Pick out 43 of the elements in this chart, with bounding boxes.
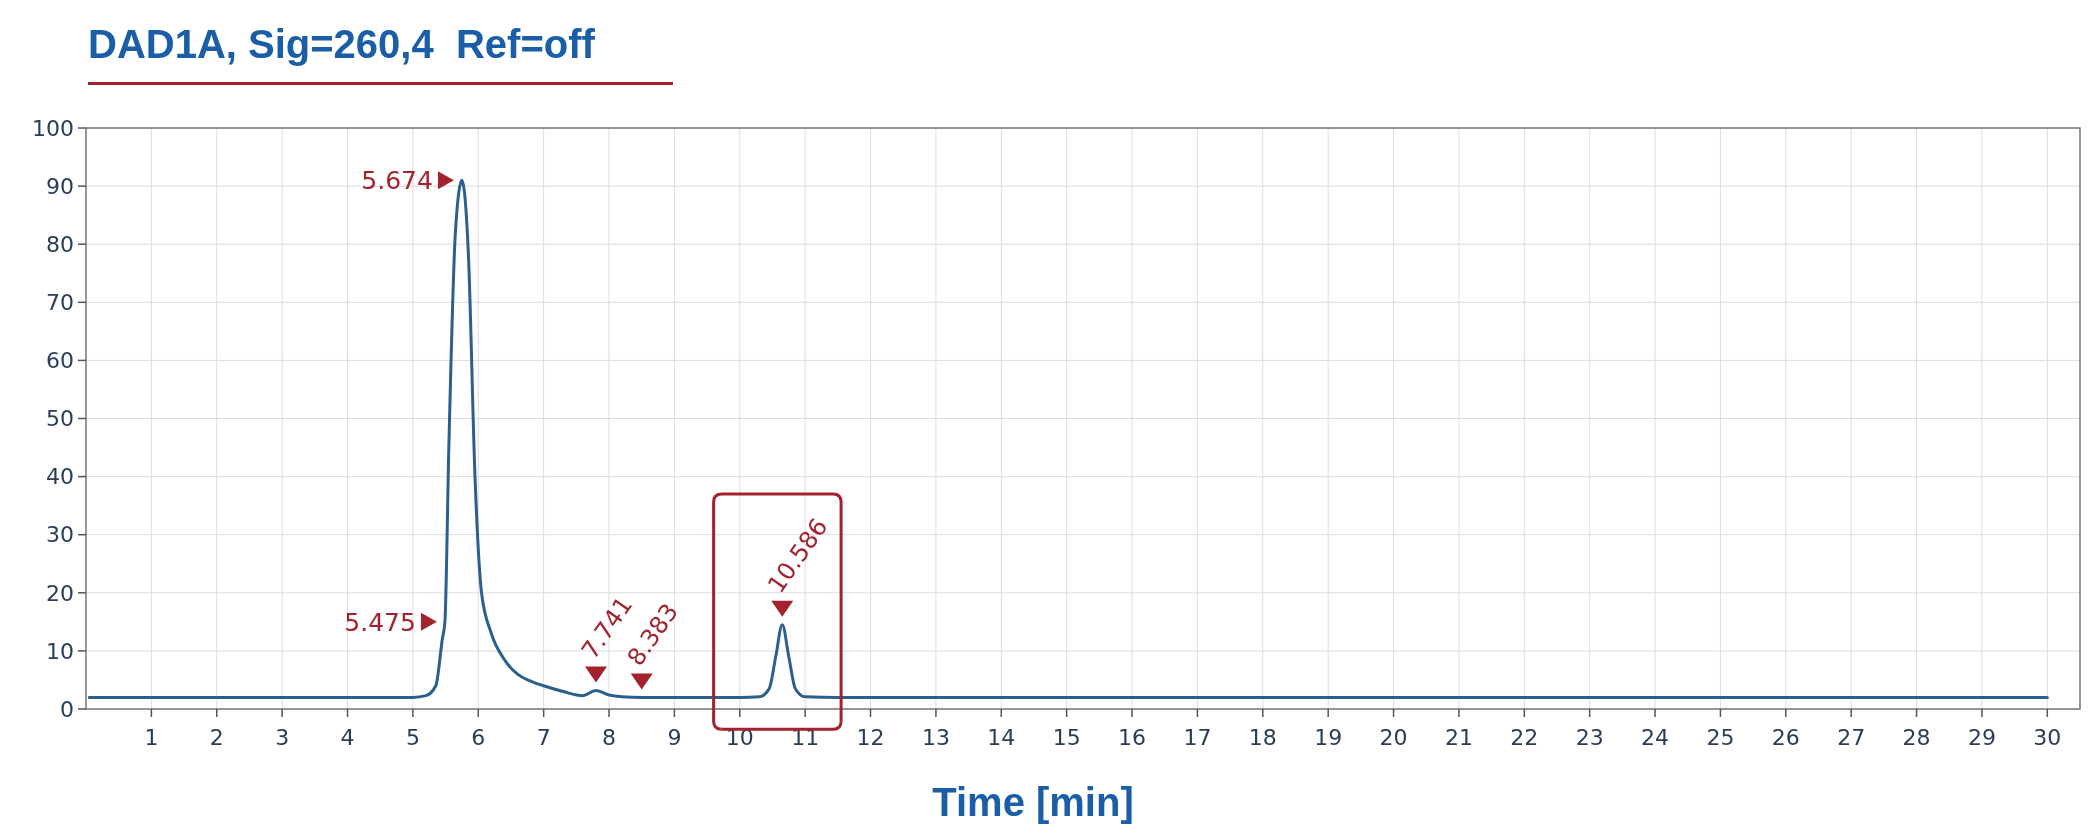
y-tick-label: 100	[32, 115, 74, 141]
x-tick-label: 30	[2033, 725, 2062, 750]
x-tick-label: 22	[1510, 725, 1539, 750]
x-tick-label: 4	[340, 725, 355, 750]
x-tick-label: 6	[471, 725, 486, 750]
x-tick-label: 18	[1248, 725, 1277, 750]
x-tick-label: 12	[856, 725, 885, 750]
y-tick-label: 40	[46, 464, 74, 490]
x-axis-title: Time [min]	[932, 780, 1134, 824]
annotation: 5.475	[344, 607, 416, 637]
x-tick-label: 25	[1706, 725, 1735, 750]
x-tick-label: 13	[921, 725, 950, 750]
x-tick-label: 1	[144, 725, 159, 750]
y-tick-label: 10	[46, 638, 74, 664]
y-tick-label: 90	[46, 173, 74, 199]
x-tick-label: 16	[1118, 725, 1147, 750]
x-tick-label: 23	[1575, 725, 1604, 750]
y-tick-label: 30	[46, 522, 74, 548]
x-tick-label: 5	[405, 725, 420, 750]
y-tick-label: 50	[46, 406, 74, 432]
x-tick-label: 21	[1444, 725, 1473, 750]
x-tick-label: 7	[536, 725, 551, 750]
y-tick-label: 60	[46, 348, 74, 374]
y-tick-label: 70	[46, 290, 74, 315]
annotation: 5.674	[361, 166, 433, 196]
x-tick-label: 28	[1902, 725, 1931, 750]
x-tick-label: 29	[1967, 725, 1996, 750]
x-tick-label: 24	[1641, 725, 1670, 750]
y-tick-label: 80	[46, 231, 74, 257]
y-tick-label: 0	[60, 696, 74, 722]
x-tick-label: 26	[1771, 725, 1800, 750]
x-tick-label: 3	[275, 725, 290, 750]
y-tick-label: 20	[46, 580, 74, 606]
x-tick-label: 19	[1314, 725, 1343, 750]
x-tick-label: 8	[602, 725, 617, 750]
x-tick-label: 27	[1837, 725, 1866, 750]
x-tick-label: 20	[1379, 725, 1408, 750]
x-tick-label: 9	[667, 725, 682, 750]
x-tick-label: 14	[987, 725, 1016, 750]
x-tick-label: 2	[209, 725, 224, 750]
x-tick-label: 17	[1183, 725, 1212, 750]
x-tick-label: 15	[1052, 725, 1081, 750]
chart-title: DAD1A, Sig=260,4 Ref=off	[88, 22, 596, 66]
